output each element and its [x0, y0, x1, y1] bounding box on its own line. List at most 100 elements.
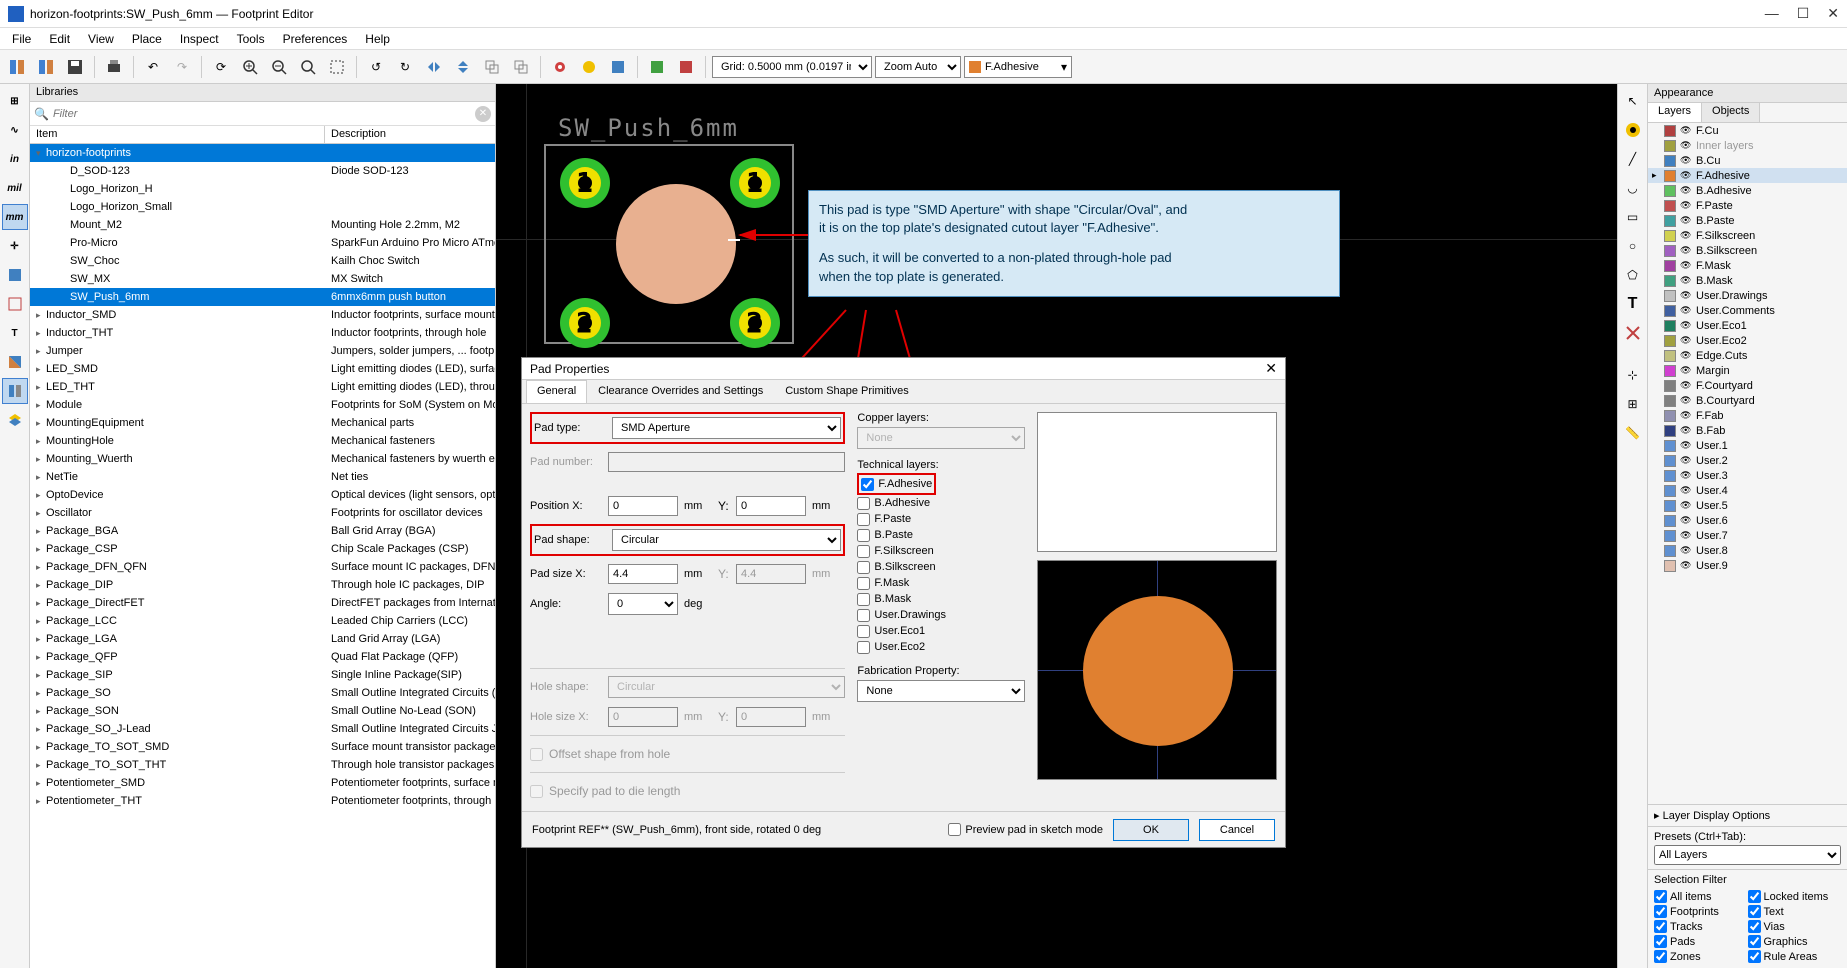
- library-row[interactable]: Logo_Horizon_H: [30, 180, 495, 198]
- close-icon[interactable]: ✕: [1827, 5, 1839, 22]
- library-row[interactable]: ▸Package_LGALand Grid Array (LGA): [30, 630, 495, 648]
- menu-file[interactable]: File: [4, 30, 39, 48]
- library-row[interactable]: ▸ModuleFootprints for SoM (System on Mo: [30, 396, 495, 414]
- tech-layer-checkbox[interactable]: [857, 513, 870, 526]
- pos-y-input[interactable]: [736, 496, 806, 516]
- text-tool-icon[interactable]: T: [1620, 291, 1646, 317]
- library-row[interactable]: ▸OscillatorFootprints for oscillator dev…: [30, 504, 495, 522]
- zoom-fit-icon[interactable]: [295, 54, 321, 80]
- menu-inspect[interactable]: Inspect: [172, 30, 227, 48]
- zoom-in-icon[interactable]: [237, 54, 263, 80]
- layer-row[interactable]: 👁B.Mask: [1648, 273, 1847, 288]
- layer-row[interactable]: 👁User.8: [1648, 543, 1847, 558]
- library-row[interactable]: ▸Potentiometer_SMDPotentiometer footprin…: [30, 774, 495, 792]
- library-row[interactable]: ▸Mounting_WuerthMechanical fasteners by …: [30, 450, 495, 468]
- layer-row[interactable]: 👁Edge.Cuts: [1648, 348, 1847, 363]
- polar-icon[interactable]: ∿: [2, 117, 28, 143]
- library-row[interactable]: Mount_M2Mounting Hole 2.2mm, M2: [30, 216, 495, 234]
- library-row[interactable]: Pro-MicroSparkFun Arduino Pro Micro ATme: [30, 234, 495, 252]
- filter-checkbox[interactable]: [1748, 905, 1761, 918]
- library-row[interactable]: ▾horizon-footprints: [30, 144, 495, 162]
- layer-row[interactable]: 👁User.3: [1648, 468, 1847, 483]
- group-icon[interactable]: [479, 54, 505, 80]
- tech-layer-checkbox[interactable]: [857, 497, 870, 510]
- library-row[interactable]: ▸LED_SMDLight emitting diodes (LED), sur…: [30, 360, 495, 378]
- layer-row[interactable]: 👁Margin: [1648, 363, 1847, 378]
- filter-checkbox[interactable]: [1654, 905, 1667, 918]
- 3d-icon[interactable]: [605, 54, 631, 80]
- cancel-button[interactable]: Cancel: [1199, 819, 1275, 841]
- library-row[interactable]: ▸Package_LCCLeaded Chip Carriers (LCC): [30, 612, 495, 630]
- layer-row[interactable]: 👁User.2: [1648, 453, 1847, 468]
- line-tool-icon[interactable]: ╱: [1620, 146, 1646, 172]
- library-row[interactable]: ▸JumperJumpers, solder jumpers, ... foot…: [30, 342, 495, 360]
- layer-row[interactable]: 👁User.4: [1648, 483, 1847, 498]
- layer-row[interactable]: 👁F.Mask: [1648, 258, 1847, 273]
- library-row[interactable]: ▸Package_SOSmall Outline Integrated Circ…: [30, 684, 495, 702]
- tech-layer-checkbox[interactable]: [857, 529, 870, 542]
- f-adhesive-checkbox[interactable]: [861, 478, 874, 491]
- library-tree-icon[interactable]: [2, 378, 28, 404]
- library-row[interactable]: SW_Push_6mm6mmx6mm push button: [30, 288, 495, 306]
- layer-combo[interactable]: F.Adhesive ▾: [964, 56, 1072, 78]
- library-row[interactable]: Logo_Horizon_Small: [30, 198, 495, 216]
- ungroup-icon[interactable]: [508, 54, 534, 80]
- library-tree[interactable]: ▾horizon-footprintsD_SOD-123Diode SOD-12…: [30, 144, 495, 968]
- mil-icon[interactable]: mil: [2, 175, 28, 201]
- zoom-select[interactable]: Zoom Auto: [875, 56, 961, 78]
- library-row[interactable]: ▸LED_THTLight emitting diodes (LED), thr…: [30, 378, 495, 396]
- layer-row[interactable]: 👁Inner layers: [1648, 138, 1847, 153]
- tech-layer-checkbox[interactable]: [857, 625, 870, 638]
- filter-checkbox[interactable]: [1654, 920, 1667, 933]
- pad-type-select[interactable]: SMD Aperture: [612, 417, 841, 439]
- mm-icon[interactable]: mm: [2, 204, 28, 230]
- tech-layer-checkbox[interactable]: [857, 641, 870, 654]
- layer-display-options[interactable]: ▸ Layer Display Options: [1648, 804, 1847, 826]
- library-row[interactable]: ▸Inductor_THTInductor footprints, throug…: [30, 324, 495, 342]
- tab-objects[interactable]: Objects: [1702, 103, 1760, 122]
- grid-mode-icon[interactable]: ⊞: [2, 88, 28, 114]
- layer-list[interactable]: 👁F.Cu👁Inner layers👁B.Cu▸👁F.Adhesive👁B.Ad…: [1648, 123, 1847, 804]
- delete-tool-icon[interactable]: [1620, 320, 1646, 346]
- library-row[interactable]: ▸Package_SO_J-LeadSmall Outline Integrat…: [30, 720, 495, 738]
- layer-row[interactable]: 👁F.Silkscreen: [1648, 228, 1847, 243]
- preview-sketch-checkbox[interactable]: [948, 823, 961, 836]
- dialog-tab[interactable]: Custom Shape Primitives: [774, 380, 920, 403]
- library-row[interactable]: ▸Potentiometer_THTPotentiometer footprin…: [30, 792, 495, 810]
- library-row[interactable]: ▸Inductor_SMDInductor footprints, surfac…: [30, 306, 495, 324]
- library-row[interactable]: SW_MXMX Switch: [30, 270, 495, 288]
- clear-filter-icon[interactable]: ✕: [475, 106, 491, 122]
- layer-row[interactable]: 👁F.Fab: [1648, 408, 1847, 423]
- angle-select[interactable]: 0: [608, 593, 678, 615]
- library-row[interactable]: ▸Package_DIPThrough hole IC packages, DI…: [30, 576, 495, 594]
- menu-help[interactable]: Help: [357, 30, 398, 48]
- ratsnest-icon[interactable]: [2, 262, 28, 288]
- library-row[interactable]: ▸Package_DFN_QFNSurface mount IC package…: [30, 558, 495, 576]
- menu-place[interactable]: Place: [124, 30, 170, 48]
- library-row[interactable]: ▸Package_TO_SOT_THTThrough hole transist…: [30, 756, 495, 774]
- layer-row[interactable]: 👁User.Eco2: [1648, 333, 1847, 348]
- layer-row[interactable]: 👁B.Courtyard: [1648, 393, 1847, 408]
- filter-checkbox[interactable]: [1748, 920, 1761, 933]
- tab-layers[interactable]: Layers: [1648, 103, 1702, 122]
- tech-layer-checkbox[interactable]: [857, 577, 870, 590]
- refresh-icon[interactable]: ⟳: [208, 54, 234, 80]
- cursor-icon[interactable]: ✛: [2, 233, 28, 259]
- rotate-ccw-icon[interactable]: ↺: [363, 54, 389, 80]
- open-icon[interactable]: [33, 54, 59, 80]
- arc-tool-icon[interactable]: ◡: [1620, 175, 1646, 201]
- outline-icon[interactable]: [2, 291, 28, 317]
- layer-row[interactable]: 👁User.Drawings: [1648, 288, 1847, 303]
- text-mode-icon[interactable]: T: [2, 320, 28, 346]
- pad-tool-icon[interactable]: [1620, 117, 1646, 143]
- mirror-h-icon[interactable]: [421, 54, 447, 80]
- menu-tools[interactable]: Tools: [229, 30, 273, 48]
- grid-origin-icon[interactable]: ⊞: [1620, 391, 1646, 417]
- circle-tool-icon[interactable]: ○: [1620, 233, 1646, 259]
- rotate-cw-icon[interactable]: ↻: [392, 54, 418, 80]
- layer-row[interactable]: 👁B.Paste: [1648, 213, 1847, 228]
- dialog-tab[interactable]: General: [526, 380, 587, 403]
- save-icon[interactable]: [62, 54, 88, 80]
- zoom-out-icon[interactable]: [266, 54, 292, 80]
- layer-row[interactable]: 👁User.6: [1648, 513, 1847, 528]
